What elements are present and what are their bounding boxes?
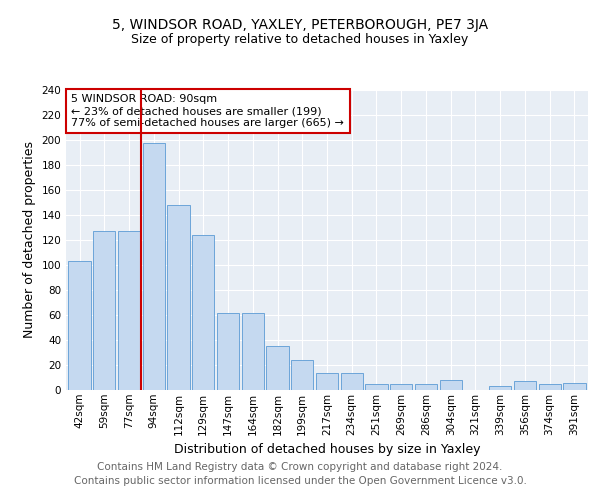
Bar bbox=[390, 384, 412, 390]
Bar bbox=[68, 261, 91, 390]
Bar bbox=[316, 372, 338, 390]
Bar bbox=[217, 312, 239, 390]
Bar bbox=[514, 381, 536, 390]
Bar bbox=[242, 312, 264, 390]
Bar bbox=[291, 360, 313, 390]
Text: Contains public sector information licensed under the Open Government Licence v3: Contains public sector information licen… bbox=[74, 476, 526, 486]
Text: Size of property relative to detached houses in Yaxley: Size of property relative to detached ho… bbox=[131, 32, 469, 46]
Bar bbox=[93, 231, 115, 390]
Bar bbox=[341, 372, 363, 390]
Text: 5, WINDSOR ROAD, YAXLEY, PETERBOROUGH, PE7 3JA: 5, WINDSOR ROAD, YAXLEY, PETERBOROUGH, P… bbox=[112, 18, 488, 32]
Bar bbox=[143, 142, 165, 390]
Bar bbox=[563, 382, 586, 390]
Bar bbox=[440, 380, 462, 390]
Text: Contains HM Land Registry data © Crown copyright and database right 2024.: Contains HM Land Registry data © Crown c… bbox=[97, 462, 503, 472]
Bar bbox=[167, 205, 190, 390]
Bar bbox=[365, 384, 388, 390]
Bar bbox=[415, 384, 437, 390]
Bar bbox=[489, 386, 511, 390]
Bar bbox=[192, 235, 214, 390]
Bar bbox=[266, 346, 289, 390]
Bar bbox=[118, 231, 140, 390]
Text: 5 WINDSOR ROAD: 90sqm
← 23% of detached houses are smaller (199)
77% of semi-det: 5 WINDSOR ROAD: 90sqm ← 23% of detached … bbox=[71, 94, 344, 128]
Bar bbox=[539, 384, 561, 390]
X-axis label: Distribution of detached houses by size in Yaxley: Distribution of detached houses by size … bbox=[174, 443, 480, 456]
Y-axis label: Number of detached properties: Number of detached properties bbox=[23, 142, 36, 338]
